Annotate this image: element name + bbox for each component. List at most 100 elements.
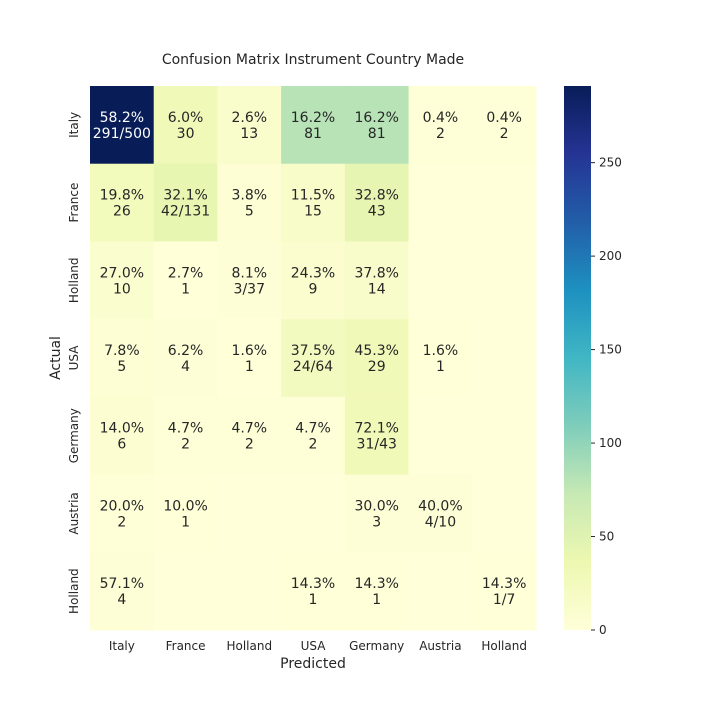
y-tick-label: USA xyxy=(67,345,81,371)
cell-label: 37.8% xyxy=(354,265,398,281)
heatmap-cell xyxy=(408,319,473,398)
y-tick-label: Holland xyxy=(67,568,81,614)
heatmap-cells: 58.2%291/5006.0%302.6%1316.2%8116.2%810.… xyxy=(90,86,537,631)
heatmap-cell xyxy=(344,474,410,553)
heatmap-cell xyxy=(472,86,537,165)
heatmap-cell xyxy=(217,86,282,165)
cell-label: 291/500 xyxy=(93,126,151,142)
cell-label: 10 xyxy=(113,281,131,297)
heatmap-cell xyxy=(153,552,218,631)
heatmap-cell xyxy=(217,474,282,553)
cell-label: 10.0% xyxy=(163,498,207,514)
heatmap-cell xyxy=(217,163,282,242)
cell-label: 58.2% xyxy=(100,110,144,126)
heatmap-cell xyxy=(472,319,537,398)
cell-label: 42/131 xyxy=(161,204,210,220)
heatmap-cell xyxy=(90,163,155,242)
colorbar-tick-label: 50 xyxy=(599,530,614,544)
cell-label: 4 xyxy=(117,592,126,608)
cell-label: 20.0% xyxy=(100,498,144,514)
cell-label: 11.5% xyxy=(291,188,335,204)
heatmap-cell xyxy=(408,552,473,631)
cell-label: 1 xyxy=(372,592,381,608)
x-tick-label: Austria xyxy=(419,639,461,653)
heatmap-cell xyxy=(408,241,473,320)
heatmap-cell xyxy=(153,474,218,553)
cell-label: 81 xyxy=(368,126,386,142)
cell-label: 2 xyxy=(245,437,254,453)
cell-label: 9 xyxy=(309,281,318,297)
cell-label: 2.7% xyxy=(168,265,204,281)
heatmap-cell xyxy=(281,163,346,242)
heatmap-cell xyxy=(472,163,537,242)
heatmap-cell xyxy=(281,86,346,165)
cell-label: 4 xyxy=(181,359,190,375)
heatmap-cell xyxy=(90,552,155,631)
cell-label: 2 xyxy=(309,437,318,453)
cell-label: 4.7% xyxy=(295,421,331,437)
colorbar-tick-label: 150 xyxy=(599,343,622,357)
cell-label: 3.8% xyxy=(231,188,267,204)
cell-label: 1 xyxy=(245,359,254,375)
cell-label: 2 xyxy=(500,126,509,142)
cell-label: 5 xyxy=(117,359,126,375)
cell-label: 30 xyxy=(177,126,195,142)
cell-label: 8.1% xyxy=(231,265,267,281)
cell-label: 13 xyxy=(240,126,258,142)
x-axis-label: Predicted xyxy=(280,656,346,672)
cell-label: 1 xyxy=(436,359,445,375)
cell-label: 19.8% xyxy=(100,188,144,204)
heatmap-cell xyxy=(90,86,155,165)
heatmap-cell xyxy=(90,396,155,476)
cell-label: 2 xyxy=(436,126,445,142)
cell-label: 2 xyxy=(117,514,126,530)
cell-label: 4.7% xyxy=(168,421,204,437)
heatmap-cell xyxy=(408,396,473,476)
heatmap-cell xyxy=(472,241,537,320)
cell-label: 32.1% xyxy=(163,188,207,204)
heatmap-cell xyxy=(472,552,537,631)
cell-label: 32.8% xyxy=(354,188,398,204)
heatmap-cell xyxy=(90,474,155,553)
heatmap-cell xyxy=(153,241,218,320)
heatmap-cell xyxy=(281,474,346,553)
cell-label: 72.1% xyxy=(354,421,398,437)
x-tick-label: Italy xyxy=(109,639,135,653)
cell-label: 1 xyxy=(309,592,318,608)
chart-title: Confusion Matrix Instrument Country Made xyxy=(162,52,464,68)
cell-label: 45.3% xyxy=(354,343,398,359)
cell-label: 6.2% xyxy=(168,343,204,359)
heatmap-cell xyxy=(344,396,410,476)
cell-label: 1 xyxy=(181,514,190,530)
cell-label: 14.3% xyxy=(291,576,335,592)
y-tick-label: Austria xyxy=(67,492,81,534)
cell-label: 5 xyxy=(245,204,254,220)
heatmap-cell xyxy=(217,319,282,398)
cell-label: 27.0% xyxy=(100,265,144,281)
heatmap-cell xyxy=(344,241,410,320)
cell-label: 40.0% xyxy=(418,498,462,514)
heatmap-cell xyxy=(281,396,346,476)
heatmap-cell xyxy=(153,319,218,398)
cell-label: 14 xyxy=(368,281,386,297)
colorbar-tick-label: 100 xyxy=(599,436,622,450)
y-tick-label: France xyxy=(67,183,81,223)
cell-label: 1.6% xyxy=(423,343,459,359)
cell-label: 37.5% xyxy=(291,343,335,359)
cell-label: 24.3% xyxy=(291,265,335,281)
x-tick-label: Holland xyxy=(481,639,527,653)
y-tick-label: Germany xyxy=(67,408,81,463)
cell-label: 29 xyxy=(368,359,386,375)
cell-label: 2 xyxy=(181,437,190,453)
x-tick-labels: Italy France Holland USA Germany Austria Holla… xyxy=(109,639,527,653)
heatmap-cell xyxy=(408,86,473,165)
y-tick-label: Italy xyxy=(67,112,81,138)
cell-label: 1/7 xyxy=(493,592,516,608)
cell-label: 7.8% xyxy=(104,343,140,359)
cell-label: 14.0% xyxy=(100,421,144,437)
cell-label: 3/37 xyxy=(234,281,265,297)
y-axis-label: Actual xyxy=(48,336,64,380)
heatmap-cell xyxy=(472,396,537,476)
cell-label: 43 xyxy=(368,204,386,220)
